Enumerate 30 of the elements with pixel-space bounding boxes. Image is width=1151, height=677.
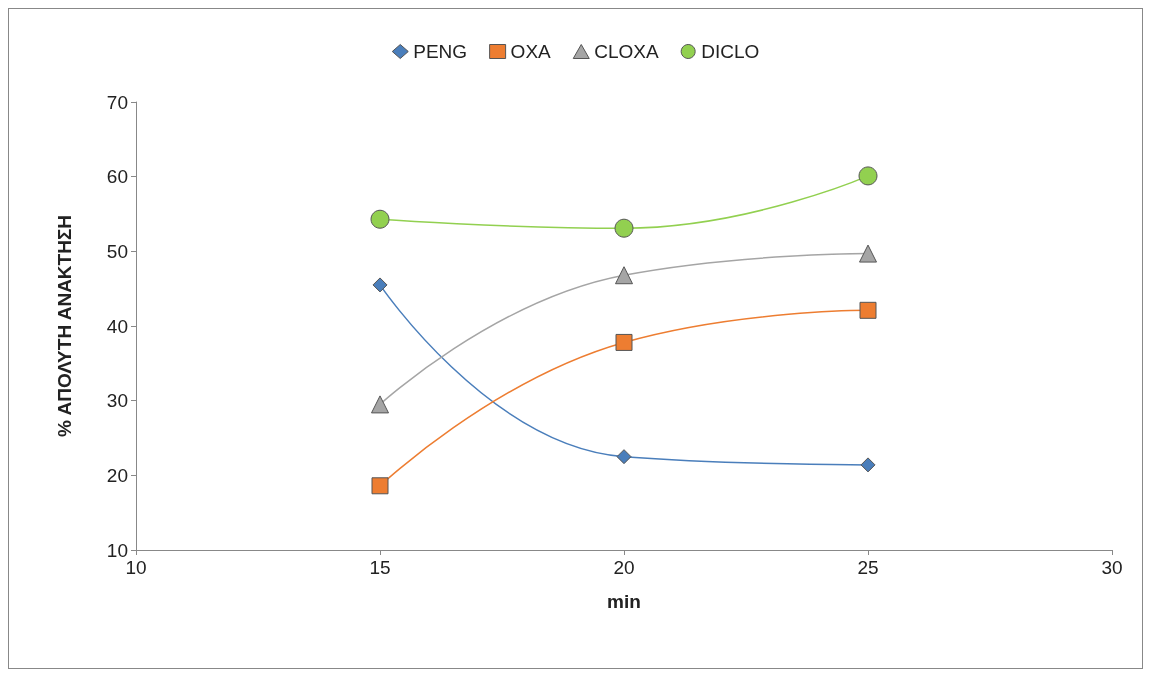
legend-label: DICLO — [701, 41, 760, 62]
y-tick-label: 60 — [106, 166, 128, 188]
legend-label: CLOXA — [594, 41, 659, 62]
point — [371, 395, 389, 414]
x-tick-label: 25 — [857, 557, 879, 578]
x-tick-label: 20 — [613, 557, 635, 578]
y-tick-label: 30 — [106, 390, 128, 412]
point — [860, 457, 876, 473]
y-tick-label: 10 — [106, 539, 128, 561]
point — [370, 209, 390, 229]
y-tick-label: 40 — [106, 315, 128, 337]
point — [858, 166, 878, 186]
point — [615, 333, 633, 351]
legend-label: PENG — [413, 41, 468, 62]
point — [616, 449, 632, 465]
x-tick-label: 10 — [125, 557, 147, 578]
point — [371, 477, 389, 495]
x-axis-title: min — [607, 591, 641, 612]
y-tick-label: 70 — [106, 91, 128, 113]
point — [859, 301, 877, 319]
y-tick-label: 50 — [106, 240, 128, 262]
point — [615, 266, 633, 285]
legend-label: OXA — [510, 41, 552, 62]
x-tick-label: 30 — [1101, 557, 1123, 578]
x-tick-label: 15 — [369, 557, 391, 578]
point — [614, 218, 634, 238]
point — [372, 277, 388, 293]
y-axis-title: % ΑΠΟΛΥΤΗ ΑΝΑΚΤΗΣΗ — [54, 214, 75, 438]
y-tick-label: 20 — [106, 464, 128, 486]
point — [859, 244, 877, 263]
